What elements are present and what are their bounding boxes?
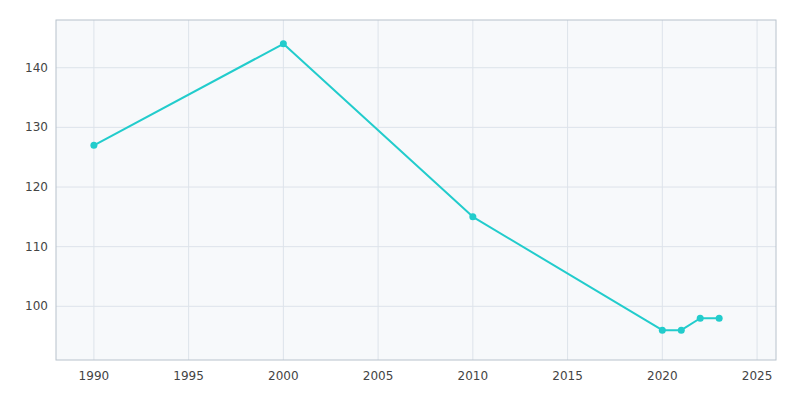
data-marks [90,40,722,333]
point [659,327,666,334]
grid-line-x [662,20,663,360]
grid-line-x [283,20,284,360]
grid-line-y [56,67,776,68]
point [697,315,704,322]
x-tick-label: 2020 [647,369,678,383]
grid-line-x [567,20,568,360]
plot-background [56,20,776,360]
chart: 1990 1995 2000 2005 2010 2015 2020 2025 100 110 12… [0,0,800,400]
grid-line-y [56,187,776,188]
x-tick-label: 2010 [458,369,489,383]
point [678,327,685,334]
grid-line-y [56,246,776,247]
grid-line-x [378,20,379,360]
plot-frame [56,20,776,360]
point [469,213,476,220]
x-tick-label: 1995 [173,369,204,383]
grid-line-y [56,127,776,128]
point [90,142,97,149]
x-tick-label: 1990 [79,369,110,383]
tick-labels: 1990 1995 2000 2005 2010 2015 2020 2025 100 110 12… [25,61,772,383]
grid-line-x [188,20,189,360]
grid [56,20,776,360]
x-tick-label: 2015 [552,369,583,383]
x-tick-label: 2005 [363,369,394,383]
y-tick-label: 140 [25,61,48,75]
point [280,40,287,47]
y-tick-label: 120 [25,180,48,194]
y-tick-label: 110 [25,240,48,254]
line [94,44,719,330]
y-tick-label: 130 [25,120,48,134]
grid-line-x [93,20,94,360]
grid-line-x [757,20,758,360]
page: {"chart_data": {"type": "line", "x": [19… [0,0,800,400]
grid-line-y [56,306,776,307]
point [716,315,723,322]
x-tick-label: 2000 [268,369,299,383]
y-tick-label: 100 [25,299,48,313]
grid-line-x [472,20,473,360]
x-tick-label: 2025 [742,369,773,383]
